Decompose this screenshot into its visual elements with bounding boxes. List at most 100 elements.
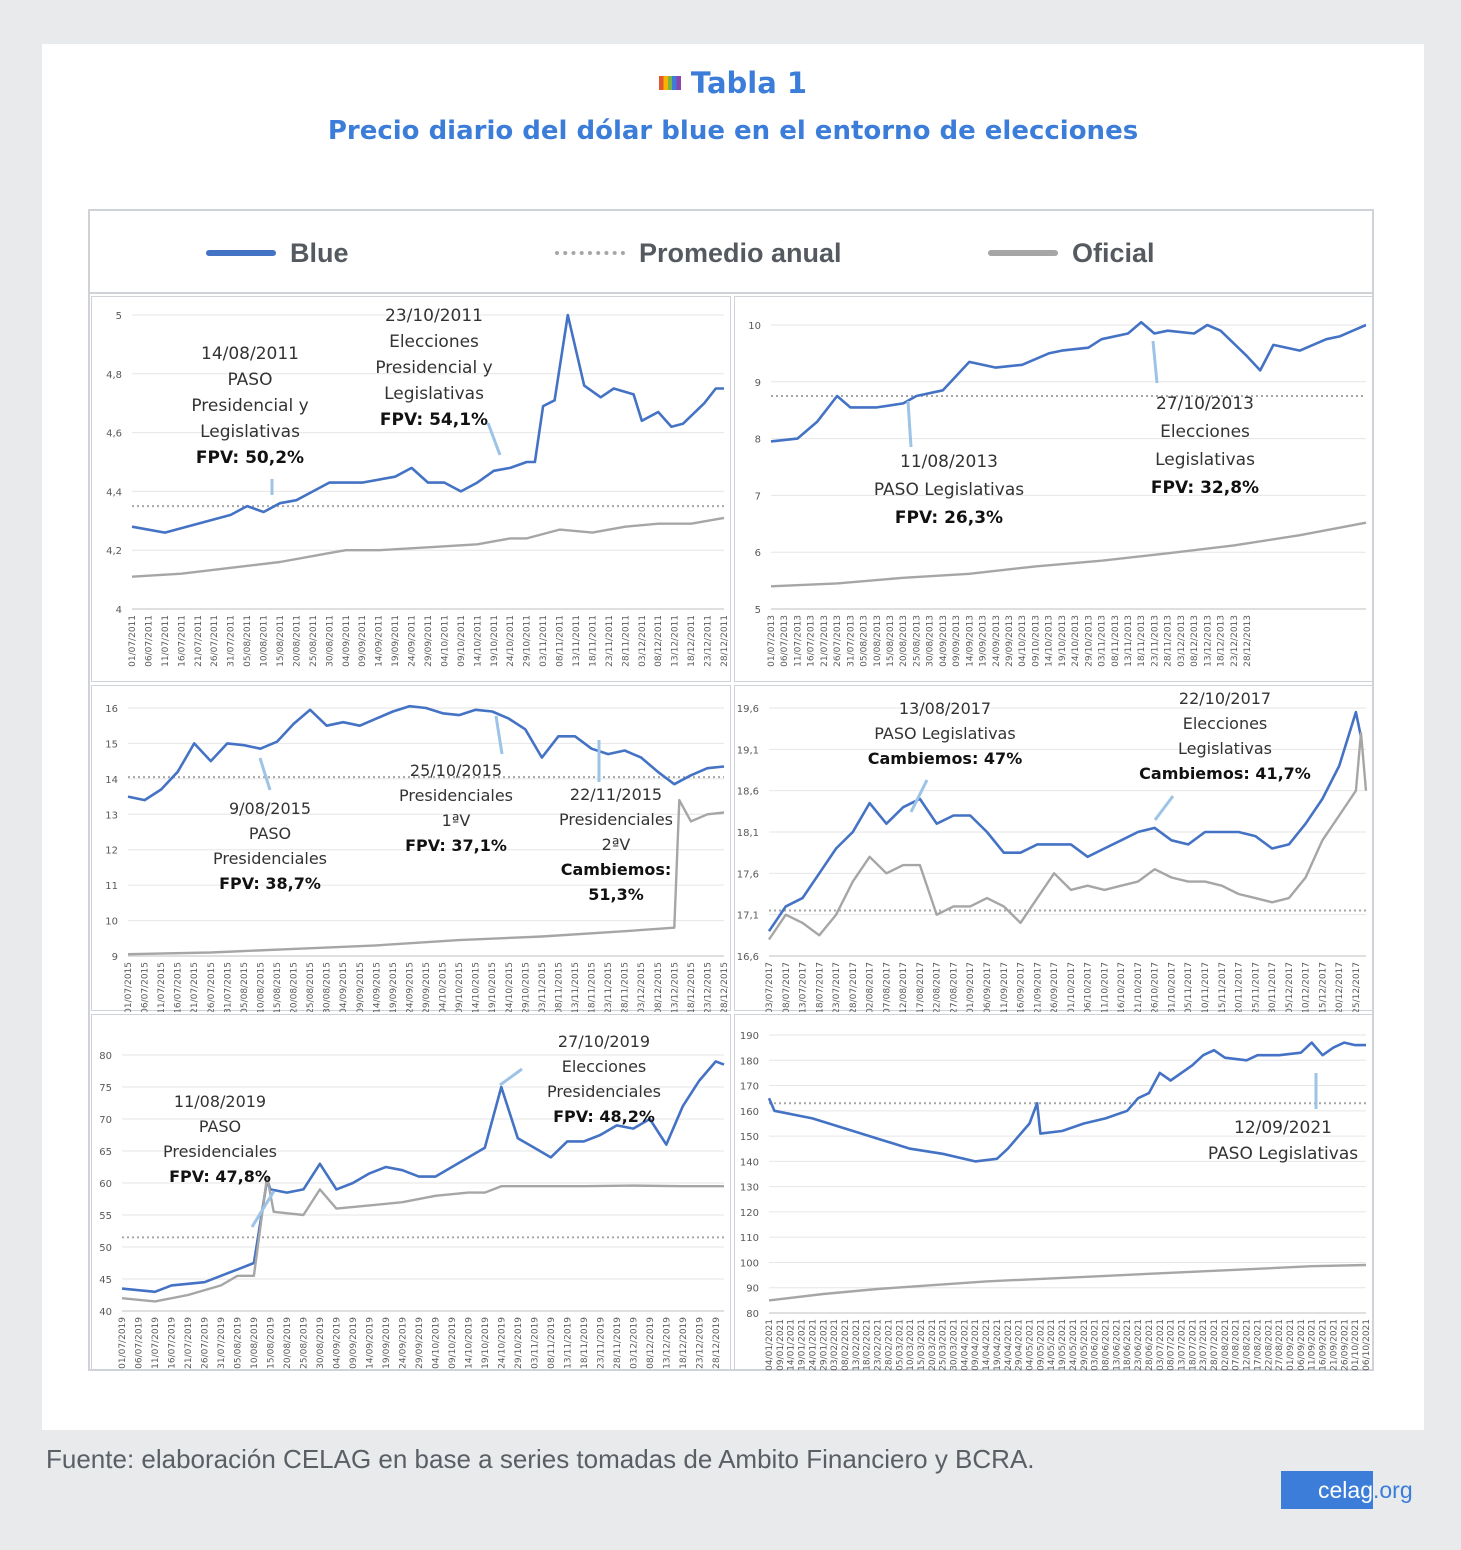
- x-tick-label: 08/07/2017: [782, 962, 792, 1012]
- x-tick-label: 29/09/2019: [415, 1317, 425, 1369]
- x-tick-label: 24/04/2021: [1004, 1319, 1014, 1371]
- x-tick-label: 20/11/2017: [1235, 962, 1245, 1012]
- y-tick-label: 55: [99, 1211, 112, 1222]
- x-tick-label: 21/09/2021: [1329, 1319, 1339, 1371]
- annotation-line: 12/09/2021: [1234, 1118, 1332, 1138]
- brand-badge[interactable]: celag .org: [1281, 1471, 1413, 1509]
- annotation-line: Presidenciales: [213, 849, 327, 868]
- x-tick-label: 15/11/2017: [1218, 962, 1228, 1012]
- y-tick-label: 40: [99, 1307, 112, 1318]
- x-tick-label: 16/07/2013: [807, 615, 817, 667]
- x-tick-label: 23/11/2019: [596, 1317, 606, 1369]
- annotation-line: 23/10/2011: [385, 306, 483, 326]
- x-tick-label: 14/10/2013: [1045, 615, 1055, 667]
- chart-svg: 80 90 100 110 120 130 140 150 160 170 180 190 04/01/…: [740, 1031, 1372, 1371]
- x-tick-label: 08/11/2011: [556, 615, 566, 667]
- x-tick-label: 22/08/2021: [1264, 1319, 1274, 1371]
- annotation-result: Cambiemos: 41,7%: [1139, 764, 1311, 783]
- annotation: 12/09/2021 PASO Legislativas: [1208, 1118, 1358, 1164]
- x-tick-label: 26/09/2017: [1050, 962, 1060, 1012]
- x-tick-label: 29/10/2011: [523, 615, 533, 667]
- x-tick-label: 20/12/2017: [1335, 962, 1345, 1012]
- x-tick-label: 30/08/2013: [926, 615, 936, 667]
- x-tick-label: 03/12/2015: [637, 962, 647, 1012]
- x-tick-label: 16/09/2017: [1017, 962, 1027, 1012]
- annotation-result: FPV: 32,8%: [1151, 478, 1259, 498]
- annotation-arrow: [1153, 795, 1175, 821]
- x-tick-label: 21/10/2017: [1134, 962, 1144, 1012]
- x-tick-label: 06/07/2011: [144, 615, 154, 667]
- x-tick-label: 13/07/2021: [1177, 1319, 1187, 1371]
- x-tick-label: 04/10/2013: [1018, 615, 1028, 667]
- x-tick-label: 03/11/2013: [1098, 615, 1108, 667]
- x-tick-label: 21/09/2017: [1033, 962, 1043, 1012]
- annotation-arrow: [909, 779, 929, 813]
- annotation-line: 11/08/2019: [174, 1092, 266, 1111]
- y-tick-label: 9: [112, 952, 118, 963]
- x-tick-label: 10/08/2011: [260, 615, 270, 667]
- annotation-line: Legislativas: [200, 422, 300, 442]
- y-tick-label: 8: [755, 435, 761, 446]
- y-tick-label: 160: [740, 1107, 759, 1118]
- series-blue: [767, 710, 1363, 932]
- series-blue: [770, 320, 1367, 443]
- annotation-line: Presidencial y: [191, 396, 308, 416]
- annotation: 11/08/2019 PASO Presidenciales FPV: 47,8%: [163, 1092, 277, 1186]
- x-tick-label: 04/10/2015: [439, 962, 449, 1012]
- annotation-line: 22/11/2015: [570, 785, 662, 804]
- legend-blue: Blue: [206, 236, 349, 270]
- x-tick-label: 28/11/2011: [621, 615, 631, 667]
- x-tick-label: 29/09/2015: [422, 962, 432, 1012]
- legend-oficial-swatch: [988, 250, 1058, 256]
- x-tick-label: 19/09/2013: [979, 615, 989, 667]
- x-tick-label: 18/12/2011: [687, 615, 697, 667]
- x-tick-label: 23/11/2011: [605, 615, 615, 667]
- x-tick-label: 10/11/2017: [1201, 962, 1211, 1012]
- x-tick-label: 14/10/2011: [473, 615, 483, 667]
- y-tick-label: 4: [116, 605, 122, 616]
- annotation-line: PASO Legislativas: [874, 480, 1024, 500]
- x-tick-label: 23/06/2021: [1134, 1319, 1144, 1371]
- x-tick-label: 29/04/2021: [1015, 1319, 1025, 1371]
- x-tick-label: 20/03/2021: [928, 1319, 938, 1371]
- x-tick-label: 21/07/2011: [194, 615, 204, 667]
- x-tick-label: 19/09/2015: [389, 962, 399, 1012]
- x-tick-label: 13/12/2013: [1203, 615, 1213, 667]
- x-tick-label: 08/12/2015: [654, 962, 664, 1012]
- chart-2011: 4 4,2 4,4 4,6 4,8 5 01/07/2011 06/07/2011 11/07/…: [91, 296, 731, 682]
- annotation-line: PASO Legislativas: [874, 724, 1015, 743]
- x-tick-label: 08/11/2013: [1111, 615, 1121, 667]
- x-tick-label: 02/08/2017: [866, 962, 876, 1012]
- x-tick-label: 14/10/2019: [464, 1317, 474, 1369]
- series-blue: [131, 313, 724, 534]
- x-tick-label: 31/07/2019: [217, 1317, 227, 1369]
- legend-oficial: Oficial: [988, 236, 1155, 270]
- chart-svg: 5 6 7 8 9 10 01/07/2013 06/07/2013 11/07/2013 16/…: [748, 320, 1367, 667]
- x-tick-label: 24/01/2021: [808, 1319, 818, 1371]
- x-tick-label: 01/07/2015: [124, 962, 134, 1012]
- x-tick-label: 06/10/2017: [1084, 962, 1094, 1012]
- annotation-arrow: [499, 1067, 523, 1087]
- x-tick-label: 14/01/2021: [787, 1319, 797, 1371]
- y-tick-label: 50: [99, 1243, 112, 1254]
- series-blue: [127, 704, 725, 802]
- y-tick-label: 12: [105, 846, 118, 857]
- x-tick-label: 03/02/2021: [830, 1319, 840, 1371]
- x-tick-label: 24/09/2015: [405, 962, 415, 1012]
- x-tick-label: 09/10/2013: [1031, 615, 1041, 667]
- annotation-arrow: [494, 715, 504, 755]
- y-tick-label: 80: [99, 1051, 112, 1062]
- x-tick-label: 24/10/2015: [505, 962, 515, 1012]
- annotation-arrow: [906, 400, 913, 448]
- x-tick-label: 13/06/2021: [1112, 1319, 1122, 1371]
- x-tick-label: 09/10/2015: [455, 962, 465, 1012]
- y-tick-label: 19,6: [737, 704, 759, 715]
- chart-2013: 5 6 7 8 9 10 01/07/2013 06/07/2013 11/07/2013 16/…: [734, 296, 1373, 682]
- x-tick-label: 13/12/2019: [662, 1317, 672, 1369]
- x-tick-label: 13/11/2013: [1124, 615, 1134, 667]
- annotation-line: 22/10/2017: [1179, 689, 1271, 708]
- x-tick-label: 01/10/2017: [1067, 962, 1077, 1012]
- annotation-line: Elecciones: [389, 332, 479, 352]
- x-tick-label: 05/08/2013: [860, 615, 870, 667]
- x-tick-label: 18/07/2021: [1188, 1319, 1198, 1371]
